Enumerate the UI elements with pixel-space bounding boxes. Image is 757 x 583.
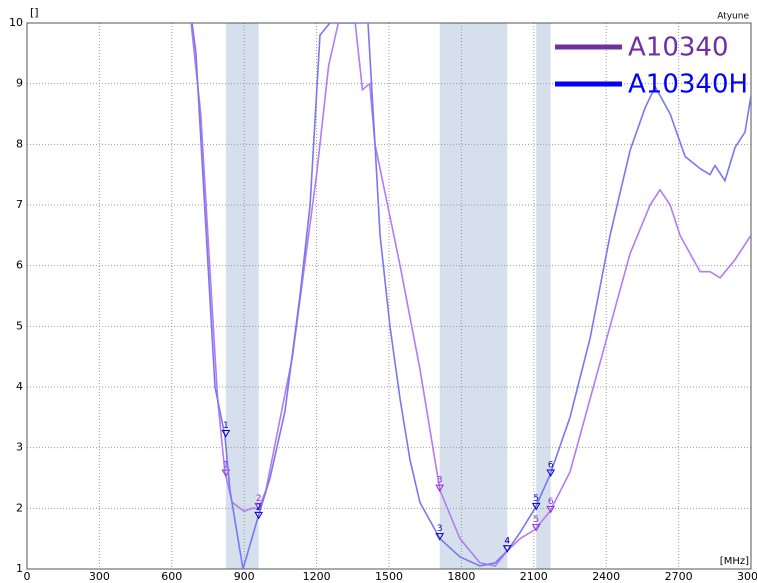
y-unit-label: [] [30,6,39,19]
marker-label: 6 [548,460,554,470]
frequency-band [439,23,508,569]
marker-label: 4 [504,536,510,546]
x-tick-label: 900 [234,570,255,583]
y-tick-label: 9 [16,77,23,90]
y-tick-label: 6 [16,259,23,272]
x-tick-label: 600 [161,570,182,583]
marker [221,430,231,438]
y-tick-label: 1 [16,562,23,575]
x-tick-label: 300 [89,570,110,583]
marker [254,502,264,511]
marker-label: 5 [533,515,539,525]
x-tick-label: 2400 [592,570,620,583]
x-unit-label: [MHz] [720,556,749,567]
marker [435,484,445,493]
marker-label: 4 [504,536,510,546]
x-tick-label: 3000 [737,570,757,583]
y-tick-label: 7 [16,198,23,211]
x-tick-label: 0 [24,570,31,583]
marker-label: 5 [533,494,539,504]
legend-label: A10340 [628,33,729,63]
x-tick-label: 1800 [447,570,475,583]
series-line [190,23,751,567]
legend-label: A10340H [628,70,748,100]
top-right-label: Atyune [717,12,749,22]
x-tick-label: 1500 [375,570,403,583]
marker-label: 2 [256,503,262,513]
marker [254,511,264,520]
frequency-band [536,23,551,569]
y-tick-label: 3 [16,441,23,454]
y-tick-label: 5 [16,319,23,332]
marker-label: 3 [437,476,443,486]
marker-label: 2 [256,494,262,504]
marker-label: 1 [223,460,229,470]
marker [531,524,541,532]
series-line [191,23,751,569]
y-tick-label: 2 [16,501,23,514]
y-tick-label: 4 [16,380,23,393]
marker-label: 3 [437,524,443,534]
frequency-band [225,23,259,569]
plot-frame [26,22,752,570]
marker [546,469,556,477]
x-tick-label: 1200 [303,570,331,583]
marker [435,533,445,541]
marker [502,545,512,553]
x-tick-label: 2700 [665,570,693,583]
marker [531,502,541,511]
y-tick-label: 10 [9,16,23,29]
marker-label: 1 [223,421,229,431]
x-tick-label: 2100 [520,570,548,583]
marker [546,505,556,514]
marker-label: 6 [548,497,554,507]
y-tick-label: 8 [16,137,23,150]
